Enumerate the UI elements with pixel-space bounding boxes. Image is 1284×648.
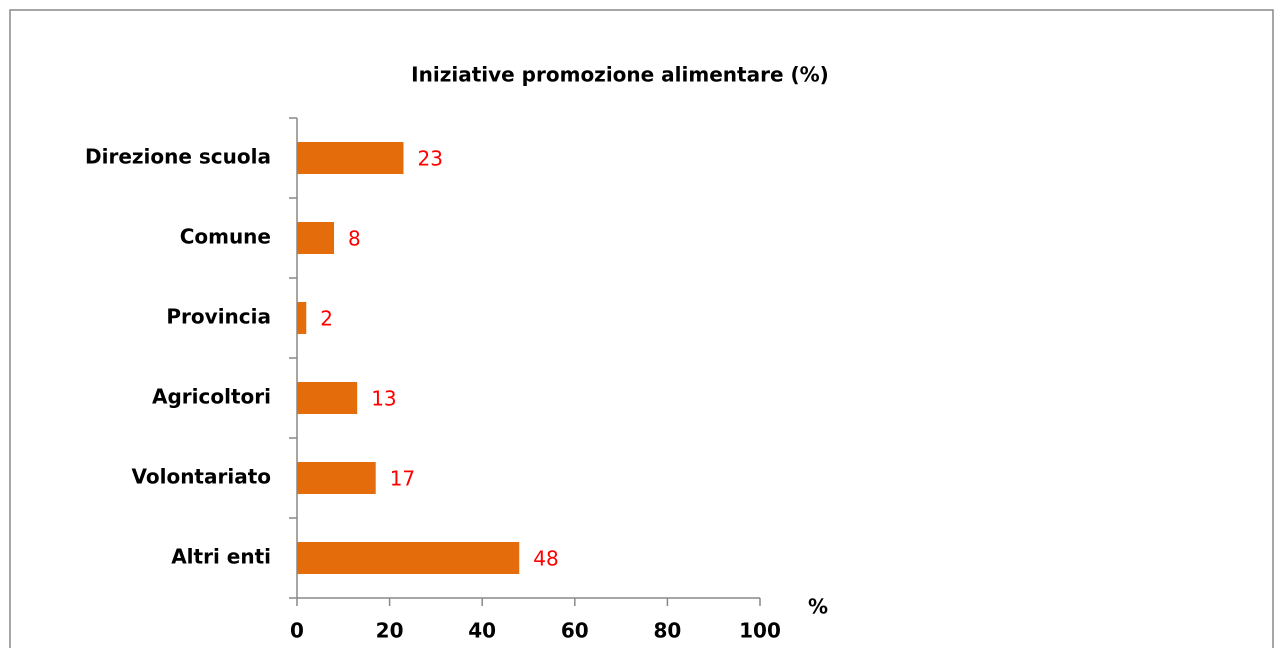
bar bbox=[297, 542, 520, 574]
chart-title: Iniziative promozione alimentare (%) bbox=[411, 63, 829, 87]
chart-border bbox=[9, 9, 1274, 648]
x-tick-label: 20 bbox=[376, 619, 404, 643]
value-label: 8 bbox=[348, 227, 361, 251]
value-label: 2 bbox=[320, 307, 333, 331]
x-axis-label: % bbox=[808, 595, 828, 619]
y-tick-label: Agricoltori bbox=[152, 385, 271, 409]
y-tick-label: Altri enti bbox=[171, 545, 271, 569]
x-tick-label: 0 bbox=[290, 619, 304, 643]
value-label: 13 bbox=[371, 387, 396, 411]
y-tick-label: Provincia bbox=[166, 305, 271, 329]
bar bbox=[297, 222, 335, 254]
value-label: 17 bbox=[390, 467, 415, 491]
value-label: 23 bbox=[417, 147, 442, 171]
y-tick-label: Volontariato bbox=[131, 465, 271, 489]
bar bbox=[297, 382, 358, 414]
y-tick-label: Direzione scuola bbox=[85, 145, 271, 169]
x-tick-label: 100 bbox=[739, 619, 781, 643]
x-tick-label: 80 bbox=[653, 619, 681, 643]
bar bbox=[297, 462, 376, 494]
x-tick-label: 60 bbox=[561, 619, 589, 643]
value-label: 48 bbox=[533, 547, 558, 571]
bar bbox=[297, 302, 307, 334]
y-tick-label: Comune bbox=[180, 225, 271, 249]
bar bbox=[297, 142, 404, 174]
x-tick-label: 40 bbox=[468, 619, 496, 643]
